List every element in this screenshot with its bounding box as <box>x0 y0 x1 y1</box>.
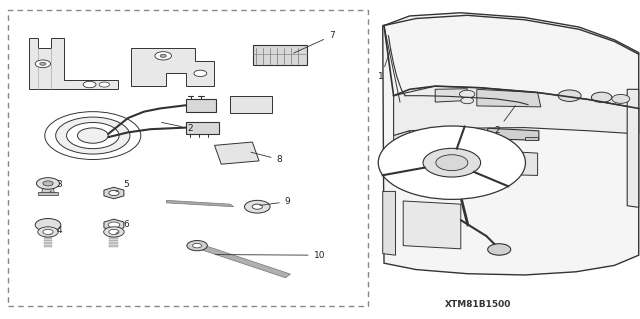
Polygon shape <box>166 200 234 207</box>
Circle shape <box>155 52 172 60</box>
Text: 2: 2 <box>161 122 193 133</box>
Text: XTM81B1500: XTM81B1500 <box>445 300 511 309</box>
Polygon shape <box>488 128 539 140</box>
Polygon shape <box>230 96 272 113</box>
Polygon shape <box>109 242 118 244</box>
Circle shape <box>56 117 130 154</box>
Circle shape <box>83 81 96 88</box>
Polygon shape <box>186 122 219 134</box>
Polygon shape <box>109 245 118 247</box>
Polygon shape <box>44 240 52 241</box>
Circle shape <box>404 146 421 154</box>
Text: 9: 9 <box>260 197 291 206</box>
Circle shape <box>36 178 60 189</box>
Circle shape <box>461 97 474 104</box>
Text: 3: 3 <box>50 180 62 192</box>
Circle shape <box>378 126 525 199</box>
Polygon shape <box>394 86 639 136</box>
Circle shape <box>591 92 612 102</box>
Circle shape <box>43 229 53 234</box>
Circle shape <box>67 122 119 149</box>
Circle shape <box>108 222 120 228</box>
Polygon shape <box>214 142 259 164</box>
Text: 6: 6 <box>116 220 129 234</box>
Polygon shape <box>131 48 214 86</box>
Circle shape <box>35 219 61 231</box>
Circle shape <box>104 227 124 237</box>
Polygon shape <box>480 150 538 175</box>
Polygon shape <box>383 13 639 275</box>
Circle shape <box>160 54 166 57</box>
Polygon shape <box>29 38 118 89</box>
Polygon shape <box>104 219 124 231</box>
Polygon shape <box>44 234 52 236</box>
Circle shape <box>35 60 51 68</box>
Circle shape <box>436 155 468 171</box>
Circle shape <box>244 200 270 213</box>
Text: 4: 4 <box>51 226 62 235</box>
Polygon shape <box>109 234 118 236</box>
Circle shape <box>612 94 630 103</box>
Circle shape <box>38 227 58 237</box>
Circle shape <box>423 148 481 177</box>
Text: 1: 1 <box>378 49 391 81</box>
Circle shape <box>252 204 262 209</box>
Circle shape <box>460 90 475 98</box>
Polygon shape <box>383 191 396 255</box>
Circle shape <box>45 112 141 160</box>
Circle shape <box>406 153 420 160</box>
Text: 8: 8 <box>251 152 282 164</box>
Polygon shape <box>627 89 639 207</box>
Polygon shape <box>38 192 58 195</box>
Polygon shape <box>435 89 467 102</box>
Polygon shape <box>403 201 461 249</box>
Circle shape <box>193 243 202 248</box>
Polygon shape <box>195 244 291 278</box>
Circle shape <box>99 82 109 87</box>
Text: 2: 2 <box>494 106 515 135</box>
Circle shape <box>187 241 207 251</box>
Polygon shape <box>109 237 118 239</box>
Circle shape <box>77 128 108 143</box>
Polygon shape <box>44 242 52 244</box>
Polygon shape <box>109 240 118 241</box>
Circle shape <box>109 229 119 234</box>
Polygon shape <box>525 137 538 140</box>
Circle shape <box>43 181 53 186</box>
Polygon shape <box>42 187 54 193</box>
Circle shape <box>403 137 422 147</box>
Polygon shape <box>44 237 52 239</box>
Polygon shape <box>253 45 307 65</box>
Polygon shape <box>44 245 52 247</box>
Circle shape <box>109 190 119 196</box>
Polygon shape <box>394 131 410 172</box>
Circle shape <box>488 244 511 255</box>
Text: 7: 7 <box>294 31 335 53</box>
Circle shape <box>558 90 581 101</box>
Polygon shape <box>186 99 216 112</box>
Circle shape <box>194 70 207 77</box>
Polygon shape <box>477 89 541 107</box>
Circle shape <box>40 62 46 65</box>
Text: 10: 10 <box>215 251 325 260</box>
Text: 5: 5 <box>116 180 129 192</box>
Polygon shape <box>104 187 124 199</box>
